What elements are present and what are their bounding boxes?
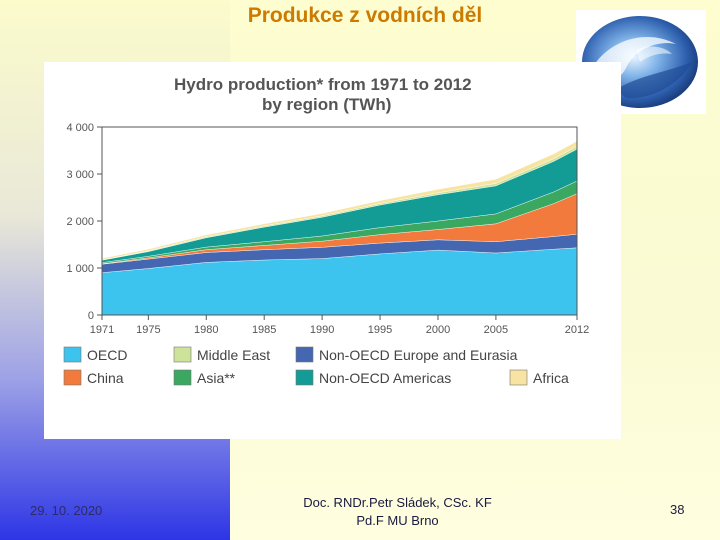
legend-label-africa: Africa: [533, 370, 569, 386]
axes: 0 1 000 2 000 3 000 4 000 1971 1975 1980 1985 199…: [66, 122, 589, 336]
legend-label-oecd: OECD: [87, 347, 127, 363]
legend-label-non-oecd-americas: Non-OECD Americas: [319, 370, 451, 386]
legend: OECD Middle East Non-OECD Europe and Euras…: [63, 346, 569, 386]
x-tick-label: 1975: [136, 324, 160, 336]
legend-swatch-china: [63, 369, 82, 386]
x-tick-label: 1971: [90, 324, 114, 336]
area-layers: [101, 127, 578, 316]
x-tick-label: 1995: [368, 324, 392, 336]
legend-swatch-non-oecd-europe-and-eurasia: [295, 346, 314, 363]
legend-label-middle-east: Middle East: [197, 347, 270, 363]
y-tick-label: 2 000: [66, 216, 94, 228]
y-tick-label: 3 000: [66, 169, 94, 181]
x-tick-label: 2012: [565, 324, 589, 336]
x-tick-label: 1985: [252, 324, 276, 336]
legend-label-asia: Asia**: [197, 370, 236, 386]
legend-label-china: China: [87, 370, 124, 386]
y-tick-label: 1 000: [66, 263, 94, 275]
slide-title: Produkce z vodních děl: [247, 4, 483, 27]
footer-author: Doc. RNDr.Petr Sládek, CSc. KF Pd.F MU B…: [280, 494, 515, 530]
chart-panel: Hydro production* from 1971 to 2012 by r…: [44, 62, 621, 439]
legend-label-non-oecd-europe-and-eurasia: Non-OECD Europe and Eurasia: [319, 347, 518, 363]
x-tick-label: 1990: [310, 324, 334, 336]
footer-author-line1: Doc. RNDr.Petr Sládek, CSc. KF: [303, 495, 492, 510]
y-tick-label: 0: [88, 310, 94, 322]
chart-subtitle: by region (TWh): [262, 95, 391, 114]
hydro-production-chart: Hydro production* from 1971 to 2012 by r…: [63, 75, 589, 386]
y-tick-label: 4 000: [66, 122, 94, 134]
legend-swatch-oecd: [63, 346, 82, 363]
page-number: 38: [670, 502, 685, 517]
footer-author-line2: Pd.F MU Brno: [356, 513, 439, 528]
legend-swatch-asia: [173, 369, 192, 386]
x-tick-label: 2005: [484, 324, 508, 336]
x-tick-label: 2000: [426, 324, 450, 336]
legend-swatch-middle-east: [173, 346, 192, 363]
chart-title: Hydro production* from 1971 to 2012: [174, 75, 472, 94]
legend-swatch-non-oecd-americas: [295, 369, 314, 386]
legend-swatch-africa: [509, 369, 528, 386]
footer-date: 29. 10. 2020: [30, 503, 103, 518]
x-tick-label: 1980: [194, 324, 218, 336]
